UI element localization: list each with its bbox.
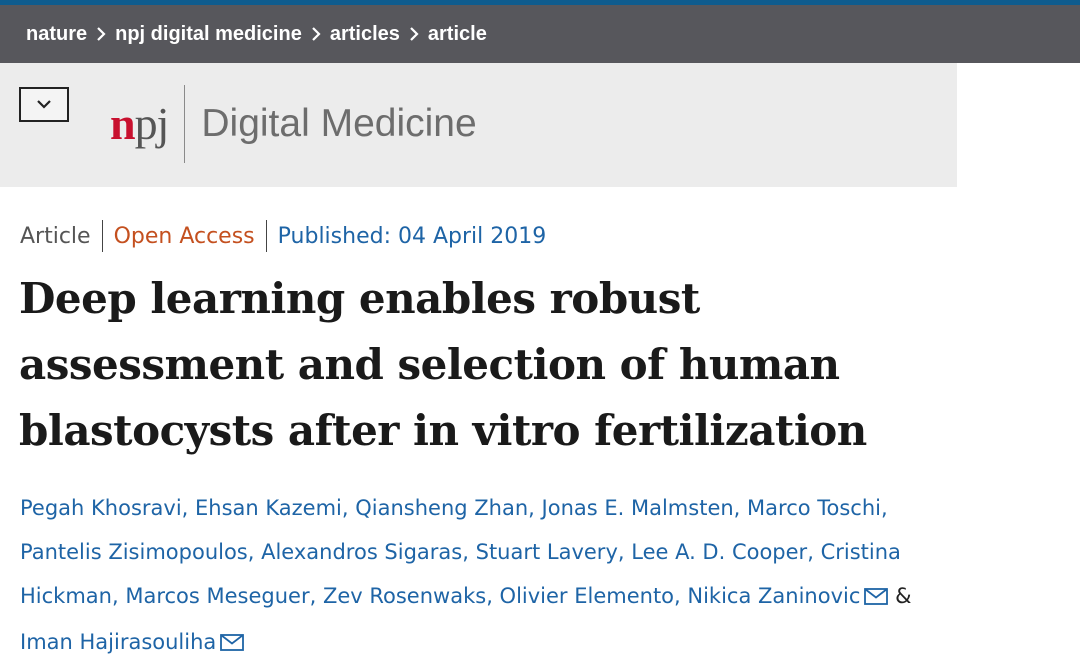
journal-logo[interactable]: npj Digital Medicine xyxy=(110,85,477,163)
envelope-icon[interactable] xyxy=(220,622,245,666)
breadcrumb-articles[interactable]: articles xyxy=(329,22,400,45)
author-separator: , xyxy=(881,496,888,520)
author-separator: , xyxy=(528,496,542,520)
author-separator: , xyxy=(247,540,262,564)
article-title: Deep learning enables robust assessment … xyxy=(19,274,867,455)
author-link[interactable]: Cristina Hickman xyxy=(20,540,901,608)
author-separator: , xyxy=(733,496,748,520)
author-link[interactable]: Marcos Meseguer xyxy=(125,584,310,608)
envelope-icon[interactable] xyxy=(864,576,889,620)
top-accent-bar xyxy=(0,0,1080,5)
journal-name: Digital Medicine xyxy=(201,102,477,145)
author-separator: , xyxy=(341,496,356,520)
author-link[interactable]: Ehsan Kazemi xyxy=(195,496,342,520)
article-type: Article xyxy=(20,223,91,249)
breadcrumb: nature npj digital medicine articles art… xyxy=(0,5,1080,63)
author-separator: , xyxy=(181,496,196,520)
author-link[interactable]: Jonas E. Malmsten xyxy=(541,496,734,520)
author-ampersand: & xyxy=(888,584,912,608)
author-separator: , xyxy=(486,584,500,608)
author-link[interactable]: Stuart Lavery xyxy=(475,540,618,564)
open-access-badge: Open Access xyxy=(113,223,255,249)
author-separator: , xyxy=(309,584,323,608)
npj-logo: npj xyxy=(110,98,169,149)
author-link[interactable]: Pantelis Zisimopoulos xyxy=(20,540,248,564)
chevron-down-icon xyxy=(36,96,52,114)
author-separator: , xyxy=(617,540,632,564)
author-link[interactable]: Nikica Zaninovic xyxy=(687,584,861,608)
chevron-right-icon xyxy=(96,26,106,42)
author-link[interactable]: Qiansheng Zhan xyxy=(355,496,529,520)
logo-divider xyxy=(184,85,186,163)
published-date: Published: 04 April 2019 xyxy=(277,223,547,249)
author-link[interactable]: Lee A. D. Cooper xyxy=(631,540,808,564)
breadcrumb-article: article xyxy=(427,22,487,45)
author-separator: , xyxy=(807,540,821,564)
author-link[interactable]: Zev Rosenwaks xyxy=(322,584,487,608)
breadcrumb-nature[interactable]: nature xyxy=(26,22,88,45)
breadcrumb-npj-digital-medicine[interactable]: npj digital medicine xyxy=(115,22,302,45)
author-separator: , xyxy=(111,584,126,608)
author-list: Pegah Khosravi, Ehsan Kazemi, Qiansheng … xyxy=(20,486,960,666)
meta-divider xyxy=(265,220,267,252)
author-separator: , xyxy=(674,584,688,608)
author-link[interactable]: Alexandros Sigaras xyxy=(261,540,463,564)
author-link[interactable]: Pegah Khosravi xyxy=(20,496,182,520)
author-link[interactable]: Iman Hajirasouliha xyxy=(20,630,217,654)
article-meta: Article Open Access Published: 04 April … xyxy=(20,218,546,254)
author-link[interactable]: Marco Toschi xyxy=(747,496,881,520)
author-separator: , xyxy=(462,540,476,564)
chevron-right-icon xyxy=(311,26,321,42)
chevron-right-icon xyxy=(409,26,419,42)
menu-toggle-button[interactable] xyxy=(19,87,69,122)
journal-header: npj Digital Medicine xyxy=(0,63,957,187)
author-link[interactable]: Olivier Elemento xyxy=(499,584,675,608)
meta-divider xyxy=(101,220,103,252)
